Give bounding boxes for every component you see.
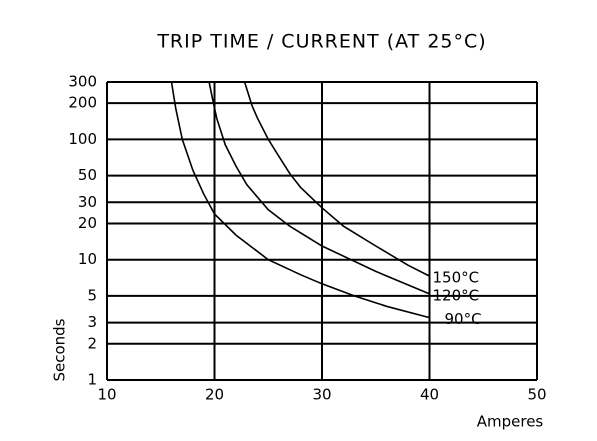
y-tick-label: 3 [87, 313, 97, 331]
x-tick-label: 30 [312, 386, 331, 404]
series-label: 150°C [433, 269, 480, 287]
y-tick-label: 2 [87, 334, 97, 352]
y-tick-label: 300 [68, 73, 97, 91]
y-tick-label: 1 [87, 371, 97, 389]
series-label: 120°C [433, 286, 480, 304]
x-tick-label: 50 [527, 386, 546, 404]
y-tick-label: 200 [68, 94, 97, 112]
series-line [243, 81, 430, 277]
x-tick-label: 40 [420, 386, 439, 404]
x-tick-label: 20 [205, 386, 224, 404]
x-tick-label: 10 [97, 386, 116, 404]
y-tick-label: 100 [68, 130, 97, 148]
series-line [208, 81, 430, 295]
y-tick-label: 30 [78, 193, 97, 211]
series-label: 90°C [445, 310, 482, 328]
y-tick-label: 20 [78, 214, 97, 232]
series-line [170, 81, 430, 319]
y-tick-label: 50 [78, 166, 97, 184]
x-axis-label: Amperes [477, 413, 544, 431]
y-tick-label: 10 [78, 250, 97, 268]
y-tick-label: 5 [87, 286, 97, 304]
y-axis-label: Seconds [51, 318, 69, 381]
chart-title: TRIP TIME / CURRENT (AT 25°C) [156, 31, 486, 53]
